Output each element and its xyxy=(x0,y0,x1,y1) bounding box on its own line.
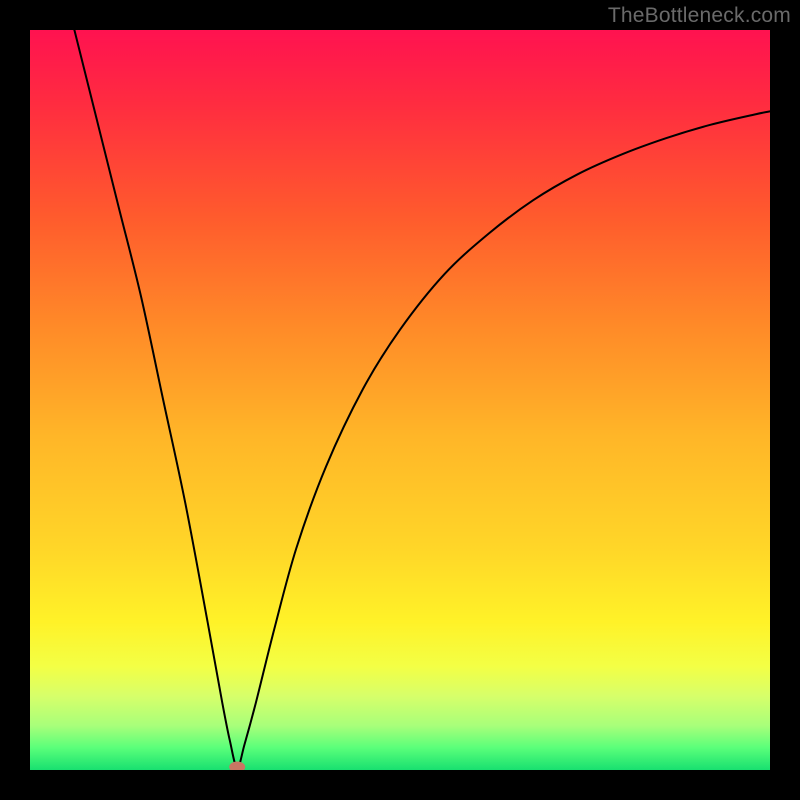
chart-container: TheBottleneck.com xyxy=(0,0,800,800)
bottleneck-chart xyxy=(30,30,770,770)
watermark-text: TheBottleneck.com xyxy=(608,4,791,28)
